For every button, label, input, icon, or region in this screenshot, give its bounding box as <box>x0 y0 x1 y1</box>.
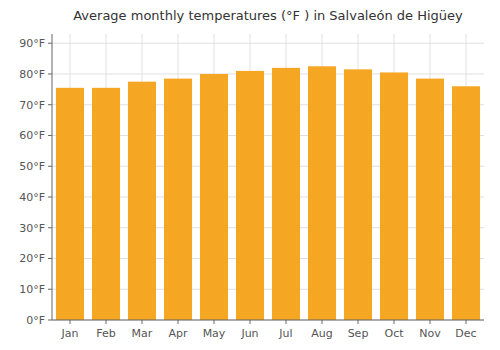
y-tick-label: 20°F <box>19 252 45 265</box>
y-axis-line <box>52 34 53 320</box>
y-tick-label: 50°F <box>19 160 45 173</box>
x-tick-label: Oct <box>384 327 404 340</box>
bar <box>308 66 336 320</box>
grid-line-y <box>52 43 484 44</box>
x-tick-label: Feb <box>96 327 115 340</box>
x-tick-label: Jul <box>278 327 292 340</box>
x-tick <box>214 320 215 324</box>
x-tick-label: Sep <box>348 327 369 340</box>
y-tick <box>48 43 52 44</box>
bar <box>236 71 264 320</box>
grid-line-y <box>52 73 484 74</box>
y-tick-label: 10°F <box>19 283 45 296</box>
y-tick <box>48 227 52 228</box>
bar <box>272 68 300 320</box>
bar <box>56 88 84 320</box>
y-tick-label: 0°F <box>26 314 45 327</box>
bar <box>92 88 120 320</box>
chart-svg: Average monthly temperatures (°F ) in Sa… <box>0 0 500 350</box>
x-axis-line <box>52 320 484 321</box>
y-tick <box>48 258 52 259</box>
bar <box>344 69 372 320</box>
y-tick-label: 30°F <box>19 222 45 235</box>
x-tick <box>358 320 359 324</box>
x-tick <box>70 320 71 324</box>
x-tick-label: Nov <box>419 327 441 340</box>
y-tick <box>48 289 52 290</box>
y-tick <box>48 104 52 105</box>
y-tick-label: 80°F <box>19 68 45 81</box>
bar <box>380 72 408 320</box>
x-tick-label: Aug <box>311 327 332 340</box>
x-tick <box>466 320 467 324</box>
x-tick <box>142 320 143 324</box>
y-tick-label: 70°F <box>19 99 45 112</box>
y-tick <box>48 135 52 136</box>
y-tick <box>48 320 52 321</box>
x-tick <box>430 320 431 324</box>
x-tick-label: Apr <box>168 327 188 340</box>
y-tick <box>48 196 52 197</box>
bar <box>452 86 480 320</box>
x-tick <box>394 320 395 324</box>
y-tick <box>48 166 52 167</box>
y-tick-label: 60°F <box>19 129 45 142</box>
x-tick-label: Dec <box>455 327 476 340</box>
x-tick <box>106 320 107 324</box>
x-tick-label: Mar <box>132 327 153 340</box>
bar <box>200 74 228 320</box>
bar <box>164 79 192 320</box>
y-tick-label: 40°F <box>19 191 45 204</box>
grid-line-y <box>52 320 484 321</box>
bars <box>56 66 480 320</box>
x-tick-label: May <box>203 327 226 340</box>
x-tick <box>286 320 287 324</box>
bar <box>128 82 156 320</box>
y-tick <box>48 73 52 74</box>
title: Average monthly temperatures (°F ) in Sa… <box>73 8 463 23</box>
x-tick <box>322 320 323 324</box>
axes: 0°F 10°F 20°F 30°F 40°F 50°F 60°F 70°F 80°F 90°F J… <box>19 34 484 340</box>
x-tick <box>178 320 179 324</box>
x-tick <box>250 320 251 324</box>
x-tick-label: Jan <box>61 327 79 340</box>
y-tick-label: 90°F <box>19 37 45 50</box>
bar <box>416 79 444 320</box>
chart-container: Average monthly temperatures (°F ) in Sa… <box>0 0 500 350</box>
x-tick-label: Jun <box>240 327 258 340</box>
grid <box>52 34 484 320</box>
